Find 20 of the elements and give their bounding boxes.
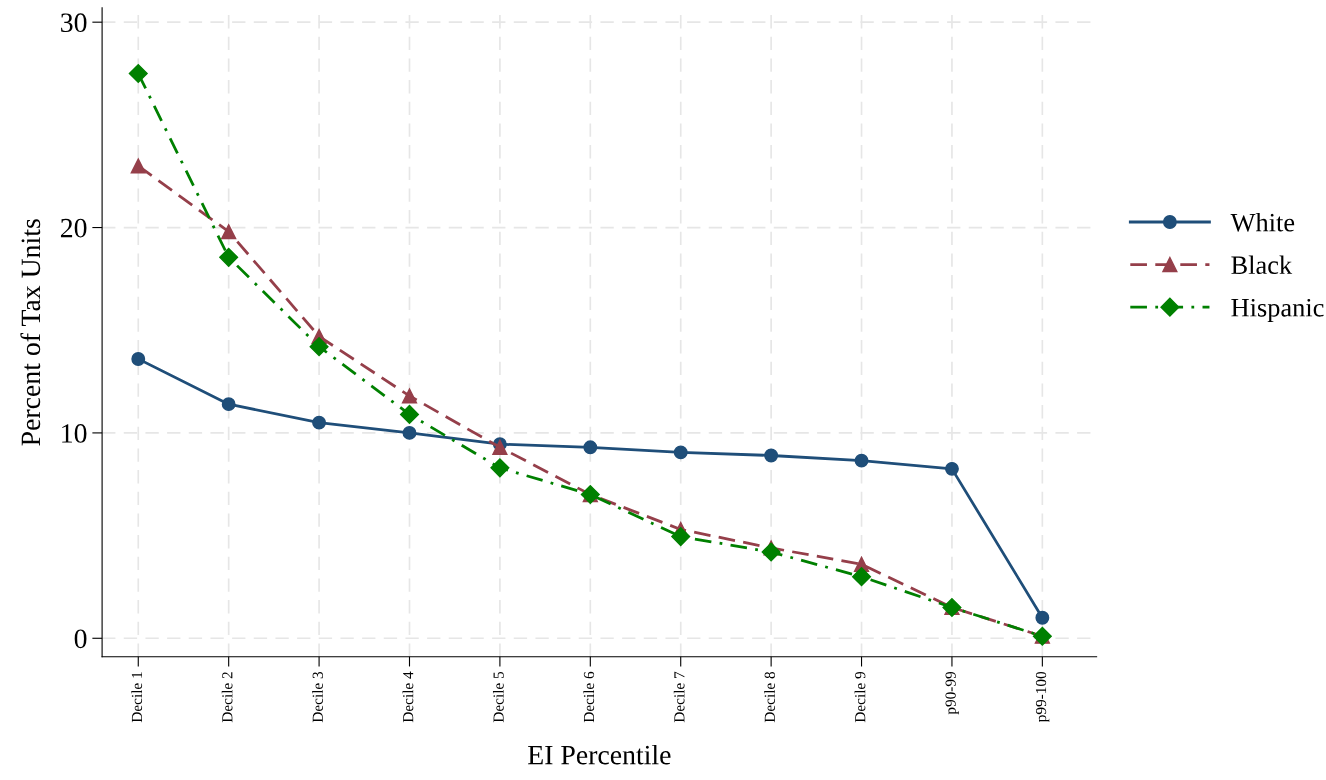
legend-label: White: [1230, 212, 1295, 232]
x-tick-label: Decile 7: [673, 671, 685, 723]
x-tick-label: Decile 3: [312, 671, 323, 723]
x-tick-label: Decile 6: [583, 671, 595, 723]
x-tick-label: p99-100: [1035, 671, 1050, 723]
y-axis-title: Percent of Tax Units: [20, 219, 41, 446]
y-tick-label: 20: [60, 218, 87, 238]
x-tick-label: Decile 8: [764, 671, 775, 723]
x-tick-label: Decile 4: [402, 671, 414, 723]
legend-label: Hispanic: [1231, 298, 1324, 322]
x-axis-title: EI Percentile: [528, 744, 671, 765]
y-tick-label: 0: [74, 629, 87, 649]
x-tick-label: Decile 9: [854, 671, 866, 723]
y-tick-label: 10: [62, 424, 87, 443]
x-tick-label: Decile 1: [131, 672, 143, 723]
y-tick-label: 30: [61, 13, 87, 33]
x-tick-label: p90-99: [945, 671, 959, 715]
x-tick-label: Decile 5: [492, 671, 504, 723]
x-tick-label: Decile 2: [221, 672, 233, 723]
legend-label: Black: [1231, 255, 1293, 275]
